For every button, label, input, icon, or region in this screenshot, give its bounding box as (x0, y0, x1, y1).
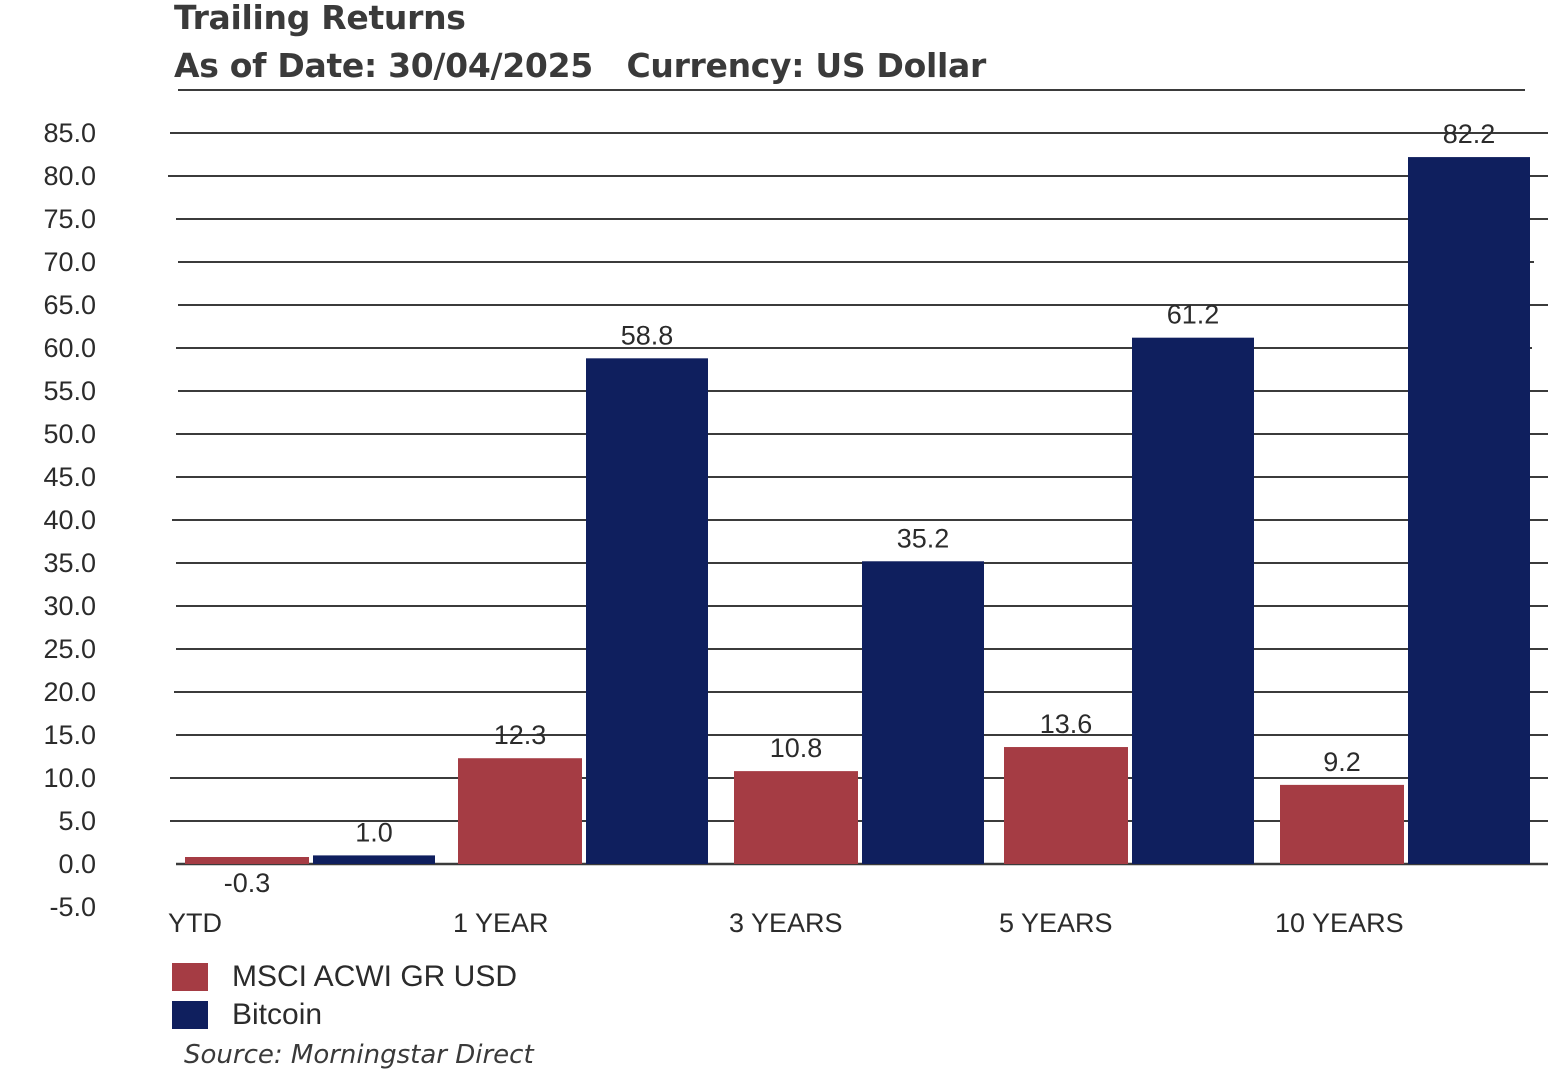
y-tick-label: 85.0 (43, 118, 96, 148)
legend: MSCI ACWI GR USD Bitcoin (172, 958, 517, 1034)
data-label: 61.2 (1167, 300, 1220, 330)
x-category-label: 5 YEARS (999, 908, 1113, 938)
bar-msci (734, 771, 858, 864)
y-tick-label: 25.0 (43, 634, 96, 664)
data-label: 9.2 (1323, 747, 1361, 777)
y-tick-label: 80.0 (43, 161, 96, 191)
y-tick-label: 10.0 (43, 763, 96, 793)
legend-item-msci: MSCI ACWI GR USD (172, 958, 517, 996)
bar-bitcoin (1132, 337, 1254, 864)
bar-bitcoin (1408, 157, 1530, 864)
legend-label-msci: MSCI ACWI GR USD (232, 960, 518, 993)
data-label: 35.2 (897, 523, 950, 553)
data-label: 1.0 (355, 817, 393, 847)
data-label: -0.3 (224, 868, 271, 898)
bar-msci (1004, 747, 1128, 864)
y-tick-label: 70.0 (43, 247, 96, 277)
y-tick-label: 75.0 (43, 204, 96, 234)
y-tick-label: 30.0 (43, 591, 96, 621)
y-tick-label: -5.0 (49, 892, 96, 922)
x-category-label: 10 YEARS (1275, 908, 1404, 938)
x-category-label: 1 YEAR (453, 908, 549, 938)
y-tick-label: 20.0 (43, 677, 96, 707)
legend-label-bitcoin: Bitcoin (232, 998, 323, 1031)
y-tick-label: 40.0 (43, 505, 96, 535)
legend-swatch-bitcoin (172, 1001, 208, 1029)
data-label: 10.8 (770, 733, 823, 763)
x-category-label: 3 YEARS (729, 908, 843, 938)
data-label: 12.3 (494, 720, 547, 750)
legend-swatch-msci (172, 963, 208, 991)
y-tick-label: 60.0 (43, 333, 96, 363)
bar-bitcoin (862, 561, 984, 864)
y-tick-label: 55.0 (43, 376, 96, 406)
data-label: 82.2 (1443, 119, 1496, 149)
x-category-label: YTD (168, 908, 222, 938)
bar-bitcoin (586, 358, 708, 864)
bar-msci (458, 758, 582, 864)
y-tick-label: 65.0 (43, 290, 96, 320)
bar-msci (1280, 784, 1404, 864)
title-block: Trailing Returns As of Date: 30/04/2025 … (174, 0, 986, 90)
chart-subtitle: As of Date: 30/04/2025 Currency: US Doll… (174, 46, 986, 85)
bar-bitcoin (313, 855, 435, 864)
y-tick-label: 50.0 (43, 419, 96, 449)
y-tick-label: 0.0 (58, 849, 96, 879)
data-label: 13.6 (1040, 709, 1093, 739)
legend-item-bitcoin: Bitcoin (172, 996, 517, 1034)
source-note: Source: Morningstar Direct (184, 1040, 534, 1070)
chart-title: Trailing Returns (174, 0, 466, 37)
data-label: 58.8 (621, 320, 674, 350)
y-tick-label: 35.0 (43, 548, 96, 578)
y-tick-label: 5.0 (58, 806, 96, 836)
y-tick-label: 15.0 (43, 720, 96, 750)
bar-msci (185, 857, 309, 864)
y-tick-label: 45.0 (43, 462, 96, 492)
